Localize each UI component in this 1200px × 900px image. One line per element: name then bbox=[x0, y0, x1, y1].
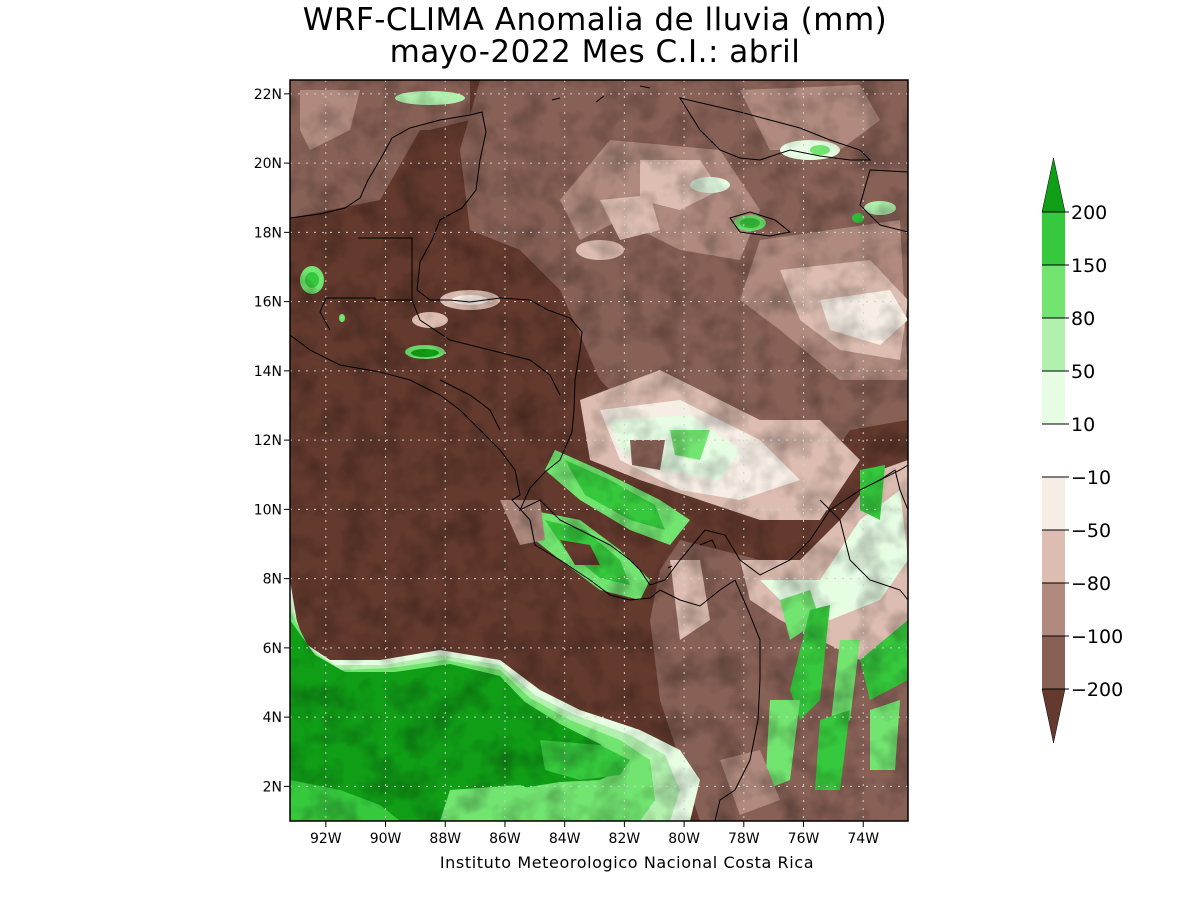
x-tick-label: 76W bbox=[788, 831, 820, 847]
dotted-grid bbox=[290, 80, 908, 821]
credit-text: Instituto Meteorologico Nacional Costa R… bbox=[439, 853, 815, 872]
colorbar-label: −10 bbox=[1071, 467, 1111, 489]
y-tick-label: 2N bbox=[263, 779, 282, 795]
colorbar-bin bbox=[1042, 636, 1065, 689]
colorbar-label: 80 bbox=[1071, 308, 1095, 330]
y-tick-label: 12N bbox=[254, 433, 282, 449]
x-tick-label: 86W bbox=[489, 831, 521, 847]
colorbar-bin bbox=[1042, 530, 1065, 583]
anomaly-field bbox=[290, 80, 908, 821]
colorbar-bin bbox=[1042, 265, 1065, 318]
colorbar-label: 10 bbox=[1071, 414, 1095, 436]
x-tick-label: 80W bbox=[668, 831, 700, 847]
x-tick-label: 90W bbox=[370, 831, 402, 847]
colorbar-bin bbox=[1042, 424, 1065, 477]
coastlines bbox=[290, 85, 908, 821]
y-tick-label: 6N bbox=[263, 641, 282, 657]
x-axis: 92W 90W 88W 86W 84W 82W 80W 78W 76W 74W bbox=[310, 821, 879, 847]
colorbar-label: −200 bbox=[1071, 679, 1123, 701]
y-tick-label: 22N bbox=[254, 87, 282, 103]
y-tick-label: 4N bbox=[263, 710, 282, 726]
colorbar-label: −100 bbox=[1071, 626, 1123, 648]
y-tick-label: 18N bbox=[254, 225, 282, 241]
y-tick-label: 20N bbox=[254, 156, 282, 172]
y-tick-label: 8N bbox=[263, 572, 282, 588]
map-title: WRF-CLIMA Anomalia de lluvia (mm) bbox=[302, 2, 888, 38]
colorbar: 200 150 80 50 10 −10 −50 −80 −100 −200 bbox=[1041, 157, 1123, 744]
texture-overlay bbox=[290, 80, 908, 821]
map-frame bbox=[289, 79, 909, 822]
colorbar-bin bbox=[1042, 477, 1065, 530]
colorbar-bottom-arrow bbox=[1041, 688, 1066, 744]
colorbar-label: 50 bbox=[1071, 361, 1095, 383]
x-tick-label: 88W bbox=[429, 831, 461, 847]
colorbar-label: −80 bbox=[1071, 573, 1111, 595]
y-tick-label: 16N bbox=[254, 295, 282, 311]
colorbar-label: 200 bbox=[1071, 202, 1107, 224]
x-tick-label: 92W bbox=[310, 831, 342, 847]
x-tick-label: 84W bbox=[549, 831, 581, 847]
colorbar-bin bbox=[1042, 212, 1065, 265]
y-axis: 22N 20N 18N 16N 14N 12N 10N 8N 6N 4N 2N bbox=[254, 87, 290, 795]
colorbar-bin bbox=[1042, 583, 1065, 636]
y-tick-label: 10N bbox=[254, 502, 282, 518]
colorbar-label: −50 bbox=[1071, 520, 1111, 542]
x-tick-label: 78W bbox=[728, 831, 760, 847]
map-subtitle: mayo-2022 Mes C.I.: abril bbox=[389, 34, 801, 70]
colorbar-label: 150 bbox=[1071, 255, 1107, 277]
colorbar-bin bbox=[1042, 318, 1065, 371]
x-tick-label: 74W bbox=[847, 831, 879, 847]
x-tick-label: 82W bbox=[609, 831, 641, 847]
y-tick-label: 14N bbox=[254, 364, 282, 380]
colorbar-top-arrow bbox=[1041, 157, 1066, 213]
colorbar-bin bbox=[1042, 371, 1065, 424]
